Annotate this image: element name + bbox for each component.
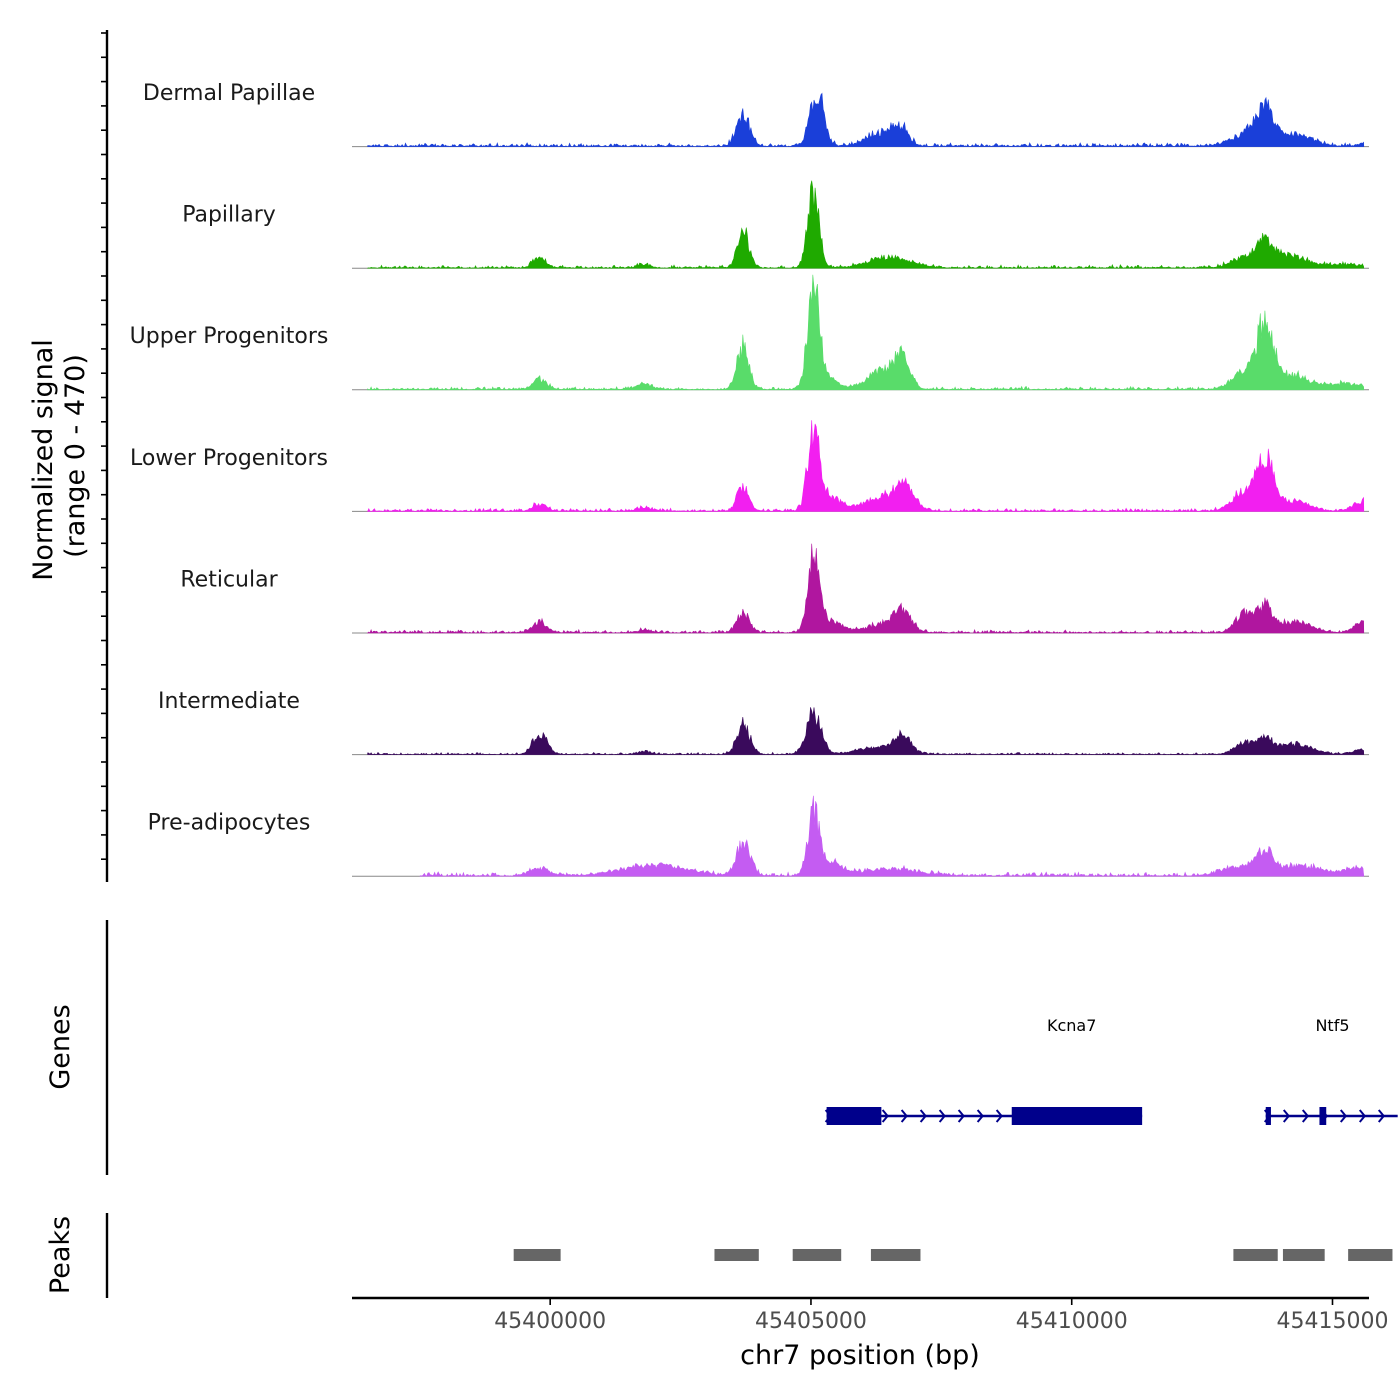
- peaks-panel-title: Peaks: [45, 1216, 76, 1294]
- x-axis-ticks: 45400000 45405000 45410000 45415000: [494, 1298, 1388, 1334]
- strand-arrow: [1377, 1109, 1386, 1123]
- genes-panel-title: Genes: [45, 1004, 76, 1089]
- signal-area: [367, 707, 1365, 756]
- x-axis-title: chr7 position (bp): [740, 1340, 980, 1371]
- peak-region: [792, 1249, 842, 1261]
- exon: [1265, 1107, 1271, 1125]
- y-axis-title-line1: Normalized signal: [28, 339, 59, 581]
- gene-annotations: Kcna7 Ntf5: [824, 1016, 1398, 1125]
- track-label: Papillary: [182, 203, 276, 228]
- gene-label: Kcna7: [1047, 1016, 1096, 1035]
- signal-area: [367, 180, 1365, 269]
- strand-arrow: [995, 1109, 1003, 1123]
- peak-region: [1282, 1249, 1325, 1261]
- strand-arrow: [1339, 1109, 1348, 1123]
- track-pre-adipocytes: Pre-adipocytes: [148, 795, 1369, 877]
- exon: [1319, 1107, 1327, 1125]
- strand-arrow: [1358, 1109, 1367, 1123]
- peak-region: [1348, 1249, 1393, 1261]
- gene-kcna7: Kcna7: [824, 1016, 1143, 1125]
- exon: [1011, 1107, 1143, 1125]
- strand-arrow: [1282, 1109, 1291, 1123]
- x-tick-label: 45405000: [755, 1309, 867, 1334]
- track-label: Reticular: [180, 567, 278, 592]
- strand-arrow: [900, 1109, 908, 1123]
- signal-area: [419, 795, 1365, 877]
- x-tick-label: 45410000: [1016, 1309, 1128, 1334]
- gene-label: Ntf5: [1315, 1016, 1349, 1035]
- strand-arrow: [957, 1109, 965, 1123]
- peak-track: [513, 1249, 1393, 1261]
- peak-region: [513, 1249, 561, 1261]
- signal-area: [366, 543, 1365, 634]
- strand-arrow: [881, 1109, 889, 1123]
- coverage-tracks: Dermal Papillae Papillary Upper Progenitor…: [130, 81, 1369, 877]
- track-upper-progenitors: Upper Progenitors: [130, 274, 1369, 391]
- gene-ntf5: Ntf5: [1263, 1016, 1398, 1125]
- strand-arrow: [1301, 1109, 1310, 1123]
- signal-area: [367, 92, 1365, 148]
- peak-region: [870, 1249, 921, 1261]
- strand-arrow: [919, 1109, 927, 1123]
- track-label: Pre-adipocytes: [148, 811, 311, 836]
- exon: [826, 1107, 882, 1125]
- peak-region: [714, 1249, 759, 1261]
- track-label: Dermal Papillae: [143, 81, 315, 106]
- x-tick-label: 45400000: [494, 1309, 606, 1334]
- track-papillary: Papillary: [182, 180, 1369, 269]
- y-axis-title-line2: (range 0 - 470): [60, 354, 91, 558]
- y-axis-ticks: [101, 32, 107, 861]
- signal-area: [367, 274, 1365, 391]
- strand-arrow: [938, 1109, 946, 1123]
- strand-arrow: [976, 1109, 984, 1123]
- track-intermediate: Intermediate: [158, 689, 1369, 756]
- peak-region: [1233, 1249, 1278, 1261]
- track-reticular: Reticular: [180, 543, 1369, 634]
- track-label: Upper Progenitors: [130, 324, 329, 349]
- signal-area: [367, 420, 1365, 512]
- track-lower-progenitors: Lower Progenitors: [130, 420, 1369, 512]
- x-tick-label: 45415000: [1277, 1309, 1389, 1334]
- track-label: Intermediate: [158, 689, 300, 714]
- track-dermal-papillae: Dermal Papillae: [143, 81, 1369, 148]
- track-label: Lower Progenitors: [130, 446, 328, 471]
